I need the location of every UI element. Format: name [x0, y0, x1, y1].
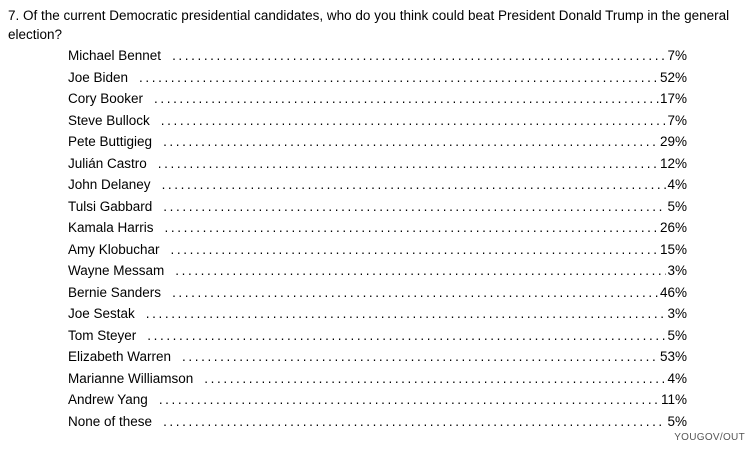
candidate-name: Joe Sestak — [68, 306, 135, 321]
percentage-value: 4% — [667, 177, 687, 192]
candidate-name: Elizabeth Warren — [68, 349, 172, 364]
dot-leader — [172, 282, 659, 304]
percentage-value: 3% — [667, 306, 687, 321]
candidate-name: Amy Klobuchar — [68, 241, 160, 257]
percentage-value: 5% — [667, 198, 687, 214]
result-row: Julián Castro 12% — [68, 153, 687, 175]
candidate-name: John Delaney — [68, 177, 151, 192]
dot-leader — [158, 153, 659, 175]
dot-leader — [159, 389, 660, 411]
dot-leader — [171, 239, 659, 261]
candidate-name: None of these — [68, 413, 153, 429]
percentage-value: 46% — [659, 284, 687, 300]
result-row: None of these 5% — [68, 411, 687, 433]
candidate-name: Andrew Yang — [68, 392, 148, 407]
result-row: Pete Buttigieg 29% — [68, 131, 687, 153]
result-row: Kamala Harris 26% — [68, 217, 687, 239]
result-row: Joe Sestak 3% — [68, 303, 687, 325]
result-row: Bernie Sanders 46% — [68, 282, 687, 304]
result-row: Marianne Williamson 4% — [68, 368, 687, 390]
percentage-value: 11% — [660, 392, 687, 407]
candidate-name: Marianne Williamson — [68, 370, 194, 386]
dot-leader — [165, 217, 659, 239]
result-row: Steve Bullock 7% — [68, 110, 687, 132]
result-row: Amy Klobuchar 15% — [68, 239, 687, 261]
result-row: Joe Biden 52% — [68, 67, 687, 89]
percentage-value: 12% — [659, 155, 687, 171]
results-list: Michael Bennet 7% Joe Biden 52% Cory Boo… — [68, 45, 687, 432]
dot-leader — [147, 325, 666, 347]
candidate-name: Michael Bennet — [68, 48, 162, 63]
percentage-value: 15% — [659, 241, 687, 257]
result-row: Michael Bennet 7% — [68, 45, 687, 67]
result-row: Elizabeth Warren 53% — [68, 346, 687, 368]
dot-leader — [163, 411, 666, 433]
dot-leader — [182, 346, 659, 368]
source-footer: YOUGOV/OUT — [674, 432, 745, 443]
percentage-value: 52% — [659, 69, 687, 85]
percentage-value: 29% — [659, 134, 687, 149]
result-row: Andrew Yang 11% — [68, 389, 687, 411]
dot-leader — [175, 260, 666, 282]
result-row: Tom Steyer 5% — [68, 325, 687, 347]
dot-leader — [163, 196, 666, 218]
percentage-value: 5% — [667, 413, 687, 429]
candidate-name: Steve Bullock — [68, 112, 150, 128]
result-row: Cory Booker 17% — [68, 88, 687, 110]
candidate-name: Cory Booker — [68, 91, 144, 106]
percentage-value: 53% — [659, 349, 687, 364]
percentage-value: 3% — [667, 263, 687, 278]
percentage-value: 4% — [667, 370, 687, 386]
dot-leader — [161, 110, 667, 132]
result-row: Tulsi Gabbard 5% — [68, 196, 687, 218]
percentage-value: 26% — [659, 220, 687, 235]
candidate-name: Julián Castro — [68, 155, 147, 171]
candidate-name: Kamala Harris — [68, 220, 154, 235]
dot-leader — [154, 88, 659, 110]
candidate-name: Pete Buttigieg — [68, 134, 153, 149]
percentage-value: 7% — [667, 48, 687, 63]
candidate-name: Tulsi Gabbard — [68, 198, 153, 214]
percentage-value: 5% — [667, 327, 687, 343]
result-row: Wayne Messam 3% — [68, 260, 687, 282]
percentage-value: 17% — [659, 91, 687, 106]
dot-leader — [146, 303, 667, 325]
dot-leader — [204, 368, 666, 390]
result-row: John Delaney 4% — [68, 174, 687, 196]
candidate-name: Tom Steyer — [68, 327, 137, 343]
candidate-name: Joe Biden — [68, 69, 129, 85]
percentage-value: 7% — [667, 112, 687, 128]
candidate-name: Bernie Sanders — [68, 284, 162, 300]
dot-leader — [139, 67, 659, 89]
dot-leader — [172, 45, 666, 67]
dot-leader — [162, 174, 667, 196]
candidate-name: Wayne Messam — [68, 263, 165, 278]
dot-leader — [163, 131, 659, 153]
question-text: 7. Of the current Democratic presidentia… — [8, 8, 730, 42]
